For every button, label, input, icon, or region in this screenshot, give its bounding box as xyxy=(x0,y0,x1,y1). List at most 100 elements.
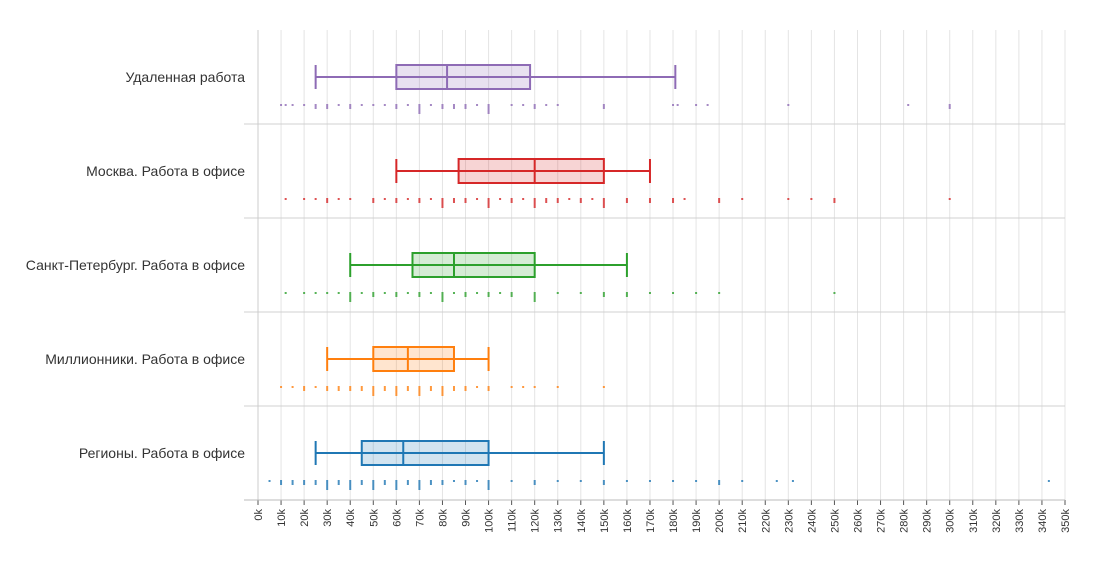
data-point xyxy=(349,480,352,490)
data-point xyxy=(579,292,582,294)
x-tick-label: 50k xyxy=(368,509,380,527)
data-point xyxy=(314,386,317,388)
data-point xyxy=(383,292,386,294)
data-point xyxy=(487,480,490,490)
x-tick-label: 270k xyxy=(876,509,888,533)
data-point xyxy=(464,104,467,109)
data-point xyxy=(406,104,409,106)
data-point xyxy=(533,104,536,109)
x-tick-label: 300k xyxy=(945,509,957,533)
data-point xyxy=(303,104,306,106)
data-point xyxy=(907,104,910,106)
category-label: Регионы. Работа в офисе xyxy=(79,445,245,461)
data-point xyxy=(372,386,375,396)
boxplot-row: Миллионники. Работа в офисе xyxy=(45,346,605,396)
x-tick-label: 340k xyxy=(1037,509,1049,533)
data-point xyxy=(464,198,467,203)
data-point xyxy=(948,198,951,200)
data-point xyxy=(418,386,421,396)
x-tick-label: 220k xyxy=(760,509,772,533)
data-point xyxy=(625,480,628,482)
category-label: Миллионники. Работа в офисе xyxy=(45,351,245,367)
data-point xyxy=(522,104,525,106)
data-point xyxy=(522,198,525,200)
x-tick-label: 180k xyxy=(668,509,680,533)
data-point xyxy=(741,480,744,482)
iqr-box xyxy=(411,252,536,278)
x-tick-label: 280k xyxy=(899,509,911,533)
data-point xyxy=(452,198,455,203)
data-point xyxy=(383,198,386,200)
x-tick-label: 120k xyxy=(530,509,542,533)
data-point xyxy=(672,292,675,294)
data-point xyxy=(476,292,479,294)
data-point xyxy=(487,104,490,114)
x-tick-label: 190k xyxy=(691,509,703,533)
data-point xyxy=(406,386,409,391)
x-tick-label: 90k xyxy=(461,509,473,527)
data-point xyxy=(291,104,294,106)
data-point xyxy=(383,104,386,106)
boxplot-row: Регионы. Работа в офисе xyxy=(79,440,1050,490)
data-point xyxy=(683,198,686,200)
data-point xyxy=(556,198,559,203)
data-point xyxy=(487,292,490,297)
data-point xyxy=(383,480,386,485)
data-point xyxy=(464,480,467,485)
data-point xyxy=(556,480,559,482)
data-point xyxy=(280,480,283,485)
category-label: Санкт-Петербург. Работа в офисе xyxy=(26,257,245,273)
data-point xyxy=(429,104,432,106)
data-point xyxy=(303,386,306,391)
data-point xyxy=(476,104,479,106)
data-point xyxy=(441,386,444,396)
data-point xyxy=(441,292,444,302)
data-point xyxy=(418,198,421,203)
data-point xyxy=(291,480,294,485)
data-point xyxy=(510,104,513,106)
data-point xyxy=(372,292,375,297)
data-point xyxy=(349,104,352,109)
x-tick-label: 240k xyxy=(806,509,818,533)
data-point xyxy=(556,104,559,106)
data-point xyxy=(349,386,352,391)
data-point xyxy=(510,198,513,203)
data-point xyxy=(284,104,287,106)
x-tick-label: 40k xyxy=(345,509,357,527)
data-point xyxy=(602,386,605,388)
data-point xyxy=(280,386,283,388)
iqr-box xyxy=(360,440,490,466)
x-tick-label: 80k xyxy=(437,509,449,527)
data-point xyxy=(695,104,698,106)
data-point xyxy=(672,198,675,203)
data-point xyxy=(406,198,409,200)
data-point xyxy=(326,386,329,391)
data-point xyxy=(314,104,317,109)
data-point xyxy=(533,480,536,485)
data-point xyxy=(791,480,794,482)
x-tick-label: 260k xyxy=(852,509,864,533)
data-point xyxy=(337,386,340,391)
data-point xyxy=(648,292,651,294)
x-tick-label: 10k xyxy=(276,509,288,527)
data-point xyxy=(948,104,951,109)
data-point xyxy=(556,292,559,294)
data-point xyxy=(429,386,432,391)
x-tick-label: 310k xyxy=(968,509,980,533)
data-point xyxy=(452,104,455,109)
data-point xyxy=(602,104,605,109)
data-point xyxy=(510,480,513,482)
x-tick-label: 110k xyxy=(507,509,519,533)
data-point xyxy=(406,292,409,294)
data-point xyxy=(406,480,409,485)
data-point xyxy=(476,198,479,200)
data-point xyxy=(533,292,536,302)
data-point xyxy=(337,480,340,485)
data-point xyxy=(810,198,813,200)
data-point xyxy=(545,198,548,203)
data-point xyxy=(314,480,317,485)
data-point xyxy=(395,480,398,490)
data-point xyxy=(533,386,536,388)
data-point xyxy=(441,104,444,109)
data-point xyxy=(510,386,513,388)
